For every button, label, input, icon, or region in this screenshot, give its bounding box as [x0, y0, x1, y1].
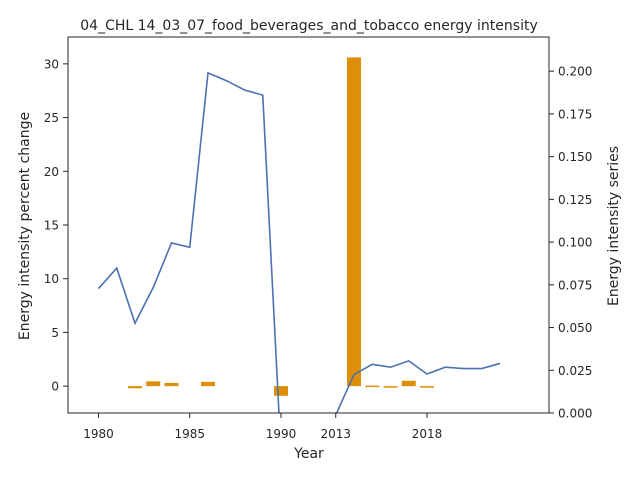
bars-layer [128, 57, 434, 396]
x-axis: 1980 1985 1990 2013 2018 [83, 413, 442, 441]
y-right-tick-label: 0.125 [558, 193, 592, 207]
x-tick-label: 2018 [412, 427, 443, 441]
bar-2015 [365, 385, 380, 388]
bar-1982 [128, 386, 142, 389]
line-layer [97, 71, 501, 413]
y-right-tick-label: 0.100 [558, 236, 592, 250]
y-left-tick-label: 10 [44, 272, 59, 286]
bar-1986 [201, 381, 215, 387]
bar-2014 [347, 57, 361, 387]
y-axis-left-label: Energy intensity percent change [17, 112, 33, 340]
plot-frame [67, 36, 550, 414]
y-left-tick-label: 30 [44, 57, 59, 71]
y-right-tick-label: 0.175 [558, 107, 592, 121]
bar-2018 [420, 386, 434, 388]
bar-1984 [164, 382, 179, 387]
y-right-tick-label: 0.150 [558, 150, 592, 164]
bar-1983 [146, 381, 161, 387]
y-right-tick-label: 0.200 [558, 65, 592, 79]
x-tick-label: 1980 [83, 427, 114, 441]
y-axis-left: 0 5 10 15 20 25 30 [44, 57, 68, 394]
y-left-tick-label: 0 [51, 380, 59, 394]
y-right-tick-label: 0.075 [558, 278, 592, 292]
y-right-tick-label: 0.000 [558, 407, 592, 421]
y-left-tick-label: 25 [44, 111, 59, 125]
y-axis-right-label: Energy intensity series [606, 146, 622, 306]
y-axis-right: 0.000 0.025 0.050 0.075 0.100 0.125 0.150 0.175… [549, 65, 592, 421]
y-left-tick-label: 5 [51, 326, 59, 340]
chart-title: 04_CHL 14_03_07_food_beverages_and_tobac… [80, 18, 537, 34]
bar-2017 [401, 380, 416, 387]
y-left-tick-label: 15 [44, 219, 59, 233]
bar-1990 [274, 386, 288, 396]
series-line-segment-1 [97, 71, 280, 413]
y-left-tick-label: 20 [44, 165, 59, 179]
x-tick-label: 1990 [266, 427, 297, 441]
series-line-segment-2 [335, 359, 501, 413]
y-right-tick-label: 0.025 [558, 364, 592, 378]
x-tick-label: 2013 [320, 427, 351, 441]
y-right-tick-label: 0.050 [558, 321, 592, 335]
x-tick-label: 1985 [174, 427, 205, 441]
bar-2016 [383, 386, 398, 388]
x-axis-label: Year [293, 446, 324, 462]
